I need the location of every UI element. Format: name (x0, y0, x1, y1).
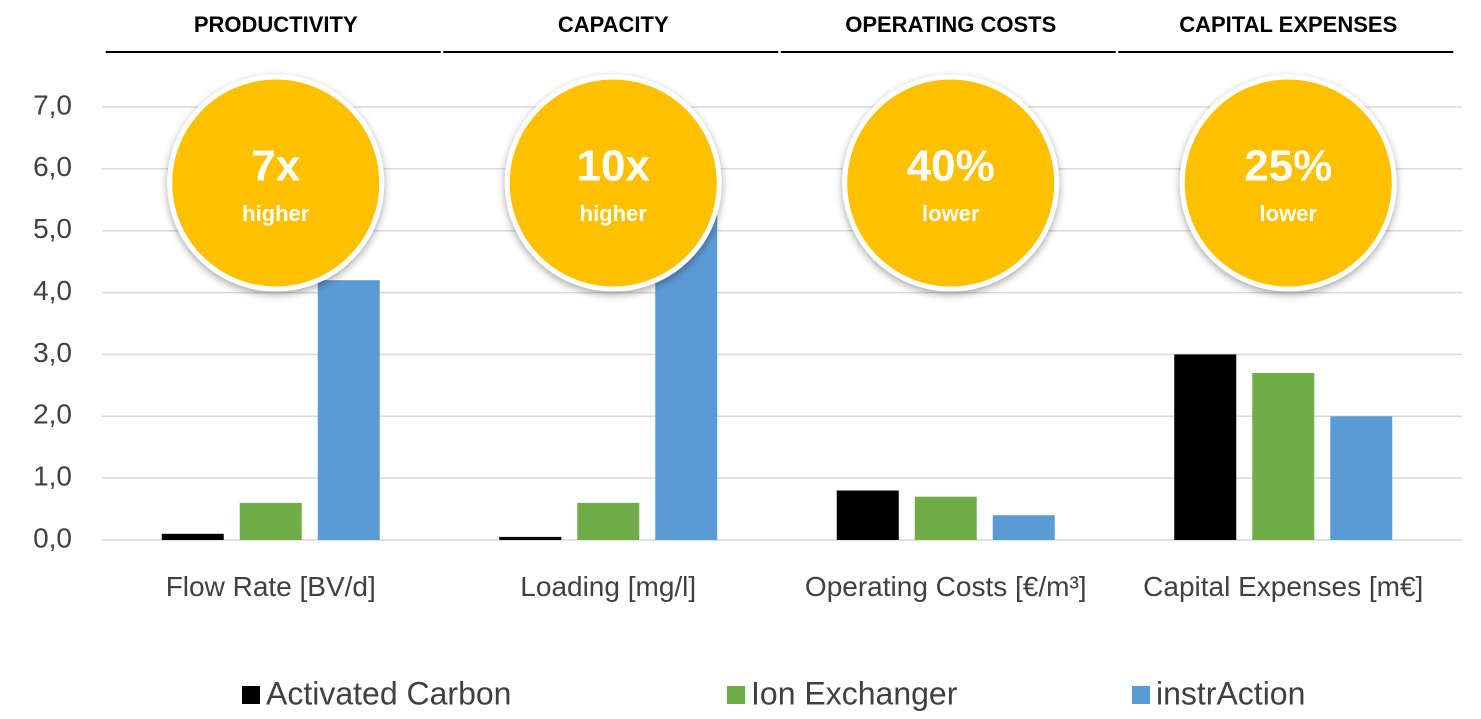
bar (1174, 354, 1237, 540)
badge-value: 10x (577, 142, 651, 191)
badge-note: higher (580, 201, 648, 226)
legend-label: Ion Exchanger (751, 675, 958, 711)
badge-note: lower (922, 201, 980, 226)
bar (1330, 416, 1393, 540)
x-tick-label: Capital Expenses [m€] (1143, 571, 1424, 602)
badge-note: lower (1260, 201, 1318, 226)
bar (161, 533, 224, 540)
y-tick-label: 7,0 (33, 89, 72, 120)
x-tick-label: Loading [mg/l] (520, 571, 697, 602)
badge (842, 74, 1060, 292)
badge-value: 25% (1244, 142, 1332, 191)
bar (577, 502, 640, 540)
y-tick-label: 6,0 (33, 151, 72, 182)
legend-label: instrAction (1156, 675, 1305, 711)
badge-value: 7x (251, 142, 300, 191)
y-tick-label: 4,0 (33, 275, 72, 306)
header: PRODUCTIVITY (194, 12, 358, 37)
x-tick-label: Operating Costs [€/m³] (804, 571, 1087, 602)
y-tick-label: 0,0 (33, 522, 72, 553)
bar (239, 502, 302, 540)
y-tick-label: 3,0 (33, 337, 72, 368)
badge (504, 74, 722, 292)
bar (836, 490, 899, 540)
badge-value: 40% (907, 142, 995, 191)
header: CAPITAL EXPENSES (1179, 12, 1397, 37)
legend-swatch (727, 686, 745, 704)
bar (992, 515, 1055, 540)
y-tick-label: 1,0 (33, 461, 72, 492)
bar (317, 280, 380, 540)
x-tick-label: Flow Rate [BV/d] (165, 571, 376, 602)
y-tick-label: 5,0 (33, 213, 72, 244)
badge-note: higher (242, 201, 310, 226)
bar (914, 496, 977, 540)
legend-swatch (242, 686, 260, 704)
bar (1252, 372, 1315, 540)
legend-swatch (1132, 686, 1150, 704)
bar (499, 536, 562, 540)
header: CAPACITY (558, 12, 669, 37)
y-tick-label: 2,0 (33, 399, 72, 430)
badge (167, 74, 385, 292)
legend-label: Activated Carbon (266, 675, 511, 711)
header: OPERATING COSTS (845, 12, 1056, 37)
badge (1179, 74, 1397, 292)
